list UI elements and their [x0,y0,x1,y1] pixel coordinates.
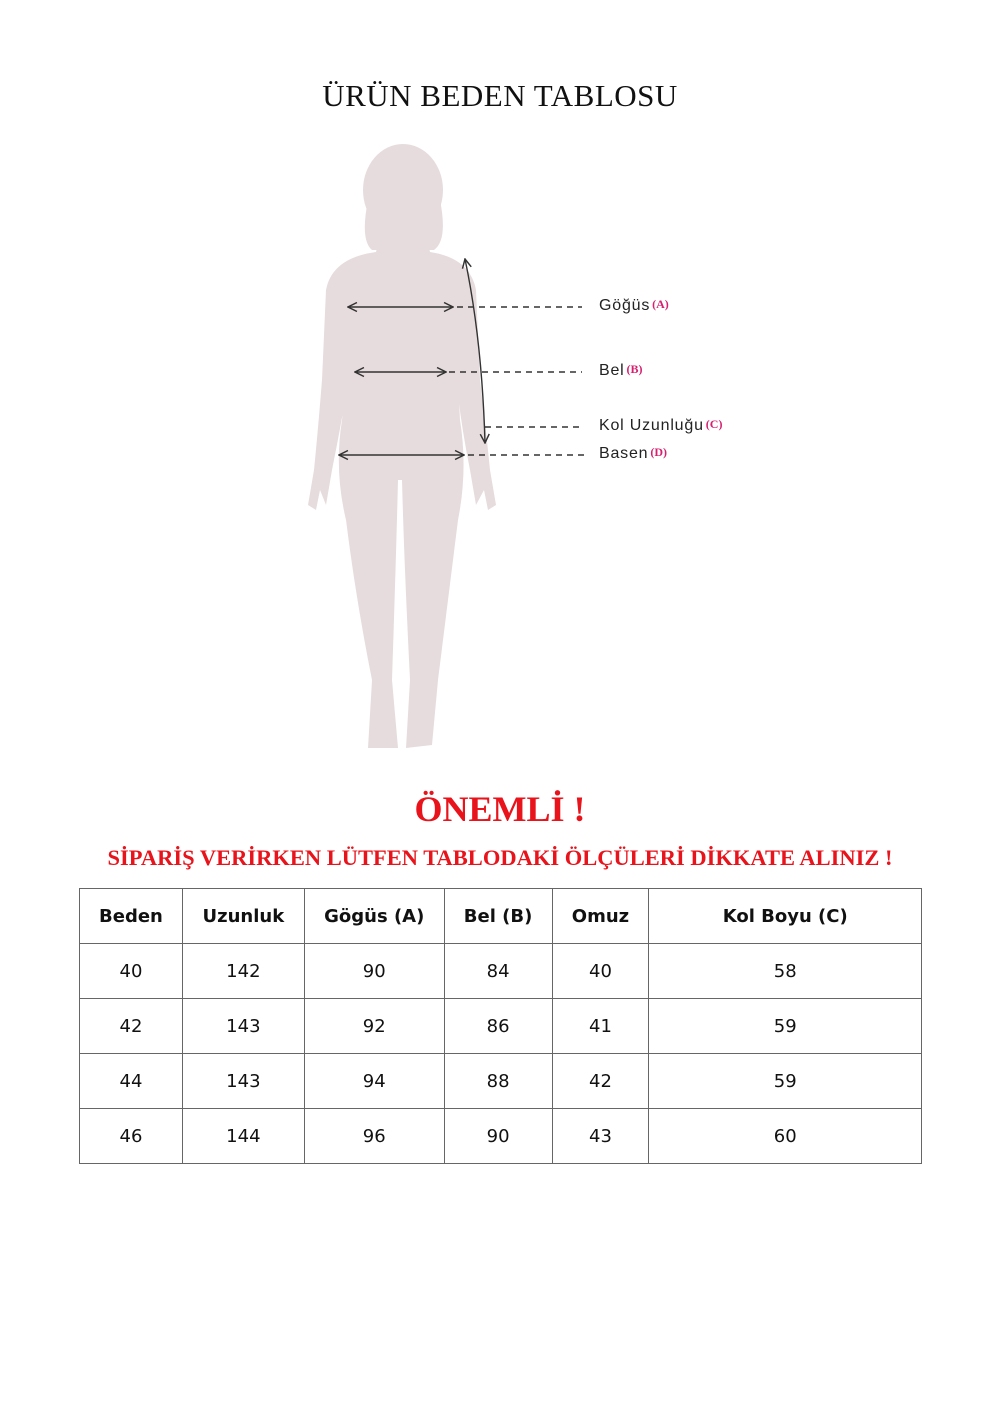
column-header: Omuz [551,888,650,944]
table-cell: 96 [303,1108,445,1164]
table-row: 40 142 90 84 40 58 [79,943,922,999]
column-header: Beden [79,888,183,944]
label-name: Basen [599,445,649,462]
label-code: (D) [650,445,668,459]
table-cell: 43 [551,1108,650,1164]
table-cell: 84 [443,943,553,999]
measurement-lines [339,259,584,455]
table-cell: 143 [181,1053,305,1109]
label-waist: Bel (B) [599,362,643,380]
table-cell: 59 [648,1053,922,1109]
table-cell: 42 [551,1053,650,1109]
column-header: Gögüs (A) [303,888,445,944]
table-cell: 90 [303,943,445,999]
table-cell: 94 [303,1053,445,1109]
label-chest: Göğüs (A) [599,297,669,315]
page-title: ÜRÜN BEDEN TABLOSU [322,78,678,113]
table-cell: 46 [79,1108,183,1164]
table-cell: 143 [181,998,305,1054]
column-header: Uzunluk [181,888,305,944]
column-header: Kol Boyu (C) [648,888,922,944]
silhouette [308,144,496,748]
size-table: Beden Uzunluk Gögüs (A) Bel (B) Omuz Kol Boyu… [79,888,922,1164]
table-cell: 142 [181,943,305,999]
table-row: 42 143 92 86 41 59 [79,998,922,1054]
label-hip: Basen (D) [599,445,667,463]
label-name: Bel [599,362,625,379]
important-heading: ÖNEMLİ ! [414,789,586,829]
table-cell: 92 [303,998,445,1054]
label-name: Kol Uzunluğu [599,417,704,434]
table-cell: 59 [648,998,922,1054]
label-code: (B) [626,362,643,376]
table-header-row: Beden Uzunluk Gögüs (A) Bel (B) Omuz Kol Boyu… [79,888,922,944]
table-cell: 41 [551,998,650,1054]
table-cell: 60 [648,1108,922,1164]
label-name: Göğüs [599,297,651,314]
column-header: Bel (B) [443,888,553,944]
label-sleeve: Kol Uzunluğu (C) [599,417,722,435]
table-cell: 40 [79,943,183,999]
table-cell: 86 [443,998,553,1054]
warning-text: SİPARİŞ VERİRKEN LÜTFEN TABLODAKİ ÖLÇÜLE… [107,845,893,870]
sleeve-arrow [465,259,485,443]
body-silhouette-diagram [308,144,584,748]
table-cell: 144 [181,1108,305,1164]
table-cell: 88 [443,1053,553,1109]
table-cell: 44 [79,1053,183,1109]
table-cell: 40 [551,943,650,999]
table-cell: 90 [443,1108,553,1164]
label-code: (C) [705,417,723,431]
label-code: (A) [652,297,669,311]
table-row: 44 143 94 88 42 59 [79,1053,922,1109]
table-cell: 42 [79,998,183,1054]
table-cell: 58 [648,943,922,999]
table-row: 46 144 96 90 43 60 [79,1108,922,1164]
